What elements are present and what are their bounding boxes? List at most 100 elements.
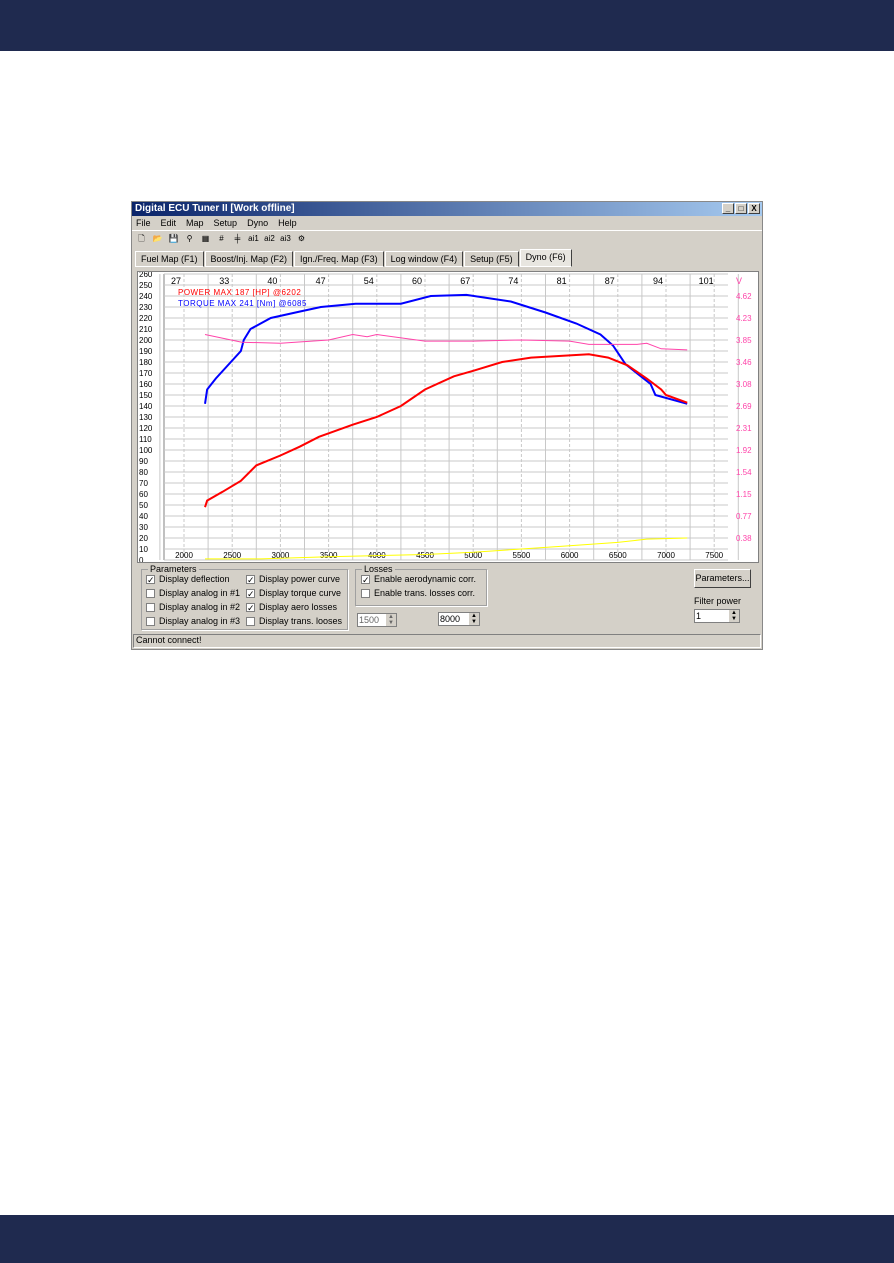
ai1-icon[interactable]: ai1 bbox=[248, 234, 259, 243]
filter-power-spinner[interactable]: 1 ▲ ▼ bbox=[694, 609, 740, 623]
rpm-min-spinner[interactable]: 1500 ▲ ▼ bbox=[357, 613, 397, 627]
y-tick-label: 190 bbox=[139, 347, 153, 356]
checkbox-empty[interactable] bbox=[246, 616, 255, 626]
tab-2[interactable]: Ign./Freq. Map (F3) bbox=[294, 251, 384, 267]
rpm-max-spinner[interactable]: 8000 ▲ ▼ bbox=[438, 612, 480, 626]
tab-3[interactable]: Log window (F4) bbox=[384, 251, 464, 267]
right-tick-label: 1.15 bbox=[736, 490, 752, 499]
x-tick-label: 2000 bbox=[175, 551, 193, 560]
top-axis-label: 27 bbox=[171, 276, 181, 286]
menu-edit[interactable]: Edit bbox=[160, 218, 177, 228]
spin-arrows-icon[interactable]: ▲ ▼ bbox=[469, 613, 479, 625]
menu-dyno[interactable]: Dyno bbox=[247, 218, 269, 228]
right-tick-label: 4.62 bbox=[736, 292, 752, 301]
checkbox-display-torque-curve[interactable]: ✓ Display torque curve bbox=[246, 588, 341, 598]
checkmark-icon[interactable]: ✓ bbox=[361, 574, 370, 585]
spin-arrows-icon[interactable]: ▲ ▼ bbox=[729, 610, 739, 622]
gear-icon[interactable]: ⚙ bbox=[297, 234, 306, 243]
menu-setup[interactable]: Setup bbox=[213, 218, 238, 228]
checkbox-enable-aerodynamic-corr-[interactable]: ✓ Enable aerodynamic corr. bbox=[361, 574, 476, 584]
ai3-icon[interactable]: ai3 bbox=[280, 234, 291, 243]
tab-0[interactable]: Fuel Map (F1) bbox=[135, 251, 204, 267]
checkbox-label: Display trans. looses bbox=[259, 616, 343, 626]
x-tick-label: 6000 bbox=[561, 551, 579, 560]
x-tick-label: 6500 bbox=[609, 551, 627, 560]
y-tick-label: 210 bbox=[139, 325, 153, 334]
parameters-button[interactable]: Parameters... bbox=[694, 569, 751, 588]
checkmark-icon[interactable]: ✓ bbox=[146, 574, 155, 585]
toolbar: 🗋 📂 💾 ⚲ ▦ # ╪ ai1 ai2 ai3 ⚙ bbox=[132, 230, 762, 247]
y-tick-label: 60 bbox=[139, 490, 148, 499]
checkbox-empty[interactable] bbox=[146, 588, 155, 598]
checkbox-display-aero-losses[interactable]: ✓ Display aero losses bbox=[246, 602, 337, 612]
checkbox-display-trans-looses[interactable]: Display trans. looses bbox=[246, 616, 342, 626]
checkmark-icon[interactable]: ✓ bbox=[246, 602, 255, 613]
x-tick-label: 3500 bbox=[320, 551, 338, 560]
ai2-icon[interactable]: ai2 bbox=[264, 234, 275, 243]
tab-4[interactable]: Setup (F5) bbox=[464, 251, 519, 267]
y-tick-label: 180 bbox=[139, 358, 153, 367]
x-tick-label: 5000 bbox=[464, 551, 482, 560]
checkbox-label: Display deflection bbox=[159, 574, 230, 584]
minimize-button[interactable]: _ bbox=[722, 203, 734, 214]
tab-bar: Fuel Map (F1) Boost/Inj. Map (F2) Ign./Fre… bbox=[132, 249, 762, 267]
dyno-chart: 0 10 20 30 40 50 60 70 80 90 100 110 120 130 140 150 160… bbox=[137, 270, 759, 565]
checkbox-empty[interactable] bbox=[146, 602, 155, 612]
maximize-button[interactable]: □ bbox=[735, 203, 747, 214]
y-tick-label: 100 bbox=[139, 446, 153, 455]
save-icon[interactable]: 💾 bbox=[168, 234, 179, 243]
open-folder-icon[interactable]: 📂 bbox=[152, 234, 163, 243]
checkbox-empty[interactable] bbox=[146, 616, 155, 626]
top-axis-label: 101 bbox=[699, 276, 714, 286]
checkmark-icon[interactable]: ✓ bbox=[246, 588, 255, 599]
right-tick-label: 2.69 bbox=[736, 402, 752, 411]
checkbox-display-power-curve[interactable]: ✓ Display power curve bbox=[246, 574, 340, 584]
torque-curve bbox=[204, 293, 688, 405]
grid-red-icon[interactable]: ╪ bbox=[234, 234, 241, 243]
top-axis-label: 47 bbox=[316, 276, 326, 286]
y-tick-label: 120 bbox=[139, 424, 153, 433]
losses-group: Losses ✓ Enable aerodynamic corr. Enable t… bbox=[355, 564, 487, 606]
app-window: Digital ECU Tuner II [Work offline] _ □ X … bbox=[131, 201, 763, 650]
menu-help[interactable]: Help bbox=[278, 218, 297, 228]
losses-legend: Losses bbox=[362, 564, 395, 574]
checkmark-icon[interactable]: ✓ bbox=[246, 574, 255, 585]
checkbox-display-analog-in-1[interactable]: Display analog in #1 bbox=[146, 588, 240, 598]
y-tick-label: 70 bbox=[139, 479, 148, 488]
x-tick-label: 7500 bbox=[705, 551, 723, 560]
checkbox-enable-trans-losses-corr-[interactable]: Enable trans. losses corr. bbox=[361, 588, 475, 598]
checkbox-display-analog-in-2[interactable]: Display analog in #2 bbox=[146, 602, 240, 612]
top-axis-label: 54 bbox=[364, 276, 374, 286]
new-file-icon[interactable]: 🗋 bbox=[138, 234, 145, 243]
right-tick-label: 3.46 bbox=[736, 358, 752, 367]
checkbox-display-analog-in-3[interactable]: Display analog in #3 bbox=[146, 616, 240, 626]
right-tick-label: 3.08 bbox=[736, 380, 752, 389]
y-tick-label: 140 bbox=[139, 402, 153, 411]
menu-file[interactable]: File bbox=[136, 218, 151, 228]
aero_losses-curve bbox=[205, 537, 688, 560]
close-button[interactable]: X bbox=[748, 203, 760, 214]
spin-arrows-icon[interactable]: ▲ ▼ bbox=[386, 614, 396, 626]
power-curve bbox=[204, 353, 688, 508]
tab-1[interactable]: Boost/Inj. Map (F2) bbox=[204, 251, 294, 267]
checkbox-display-deflection[interactable]: ✓ Display deflection bbox=[146, 574, 230, 584]
y-tick-label: 170 bbox=[139, 369, 153, 378]
y-tick-label: 150 bbox=[139, 391, 153, 400]
checkbox-label: Display analog in #1 bbox=[159, 588, 241, 598]
y-tick-label: 160 bbox=[139, 380, 153, 389]
parameters-legend: Parameters bbox=[148, 564, 199, 574]
checkbox-label: Enable trans. losses corr. bbox=[374, 588, 476, 598]
checkbox-empty[interactable] bbox=[361, 588, 370, 598]
title-bar: Digital ECU Tuner II [Work offline] _ □ X bbox=[132, 202, 762, 216]
top-axis-label: 74 bbox=[508, 276, 518, 286]
grid-icon[interactable]: # bbox=[219, 234, 224, 243]
grid-color-icon[interactable]: ▦ bbox=[201, 234, 210, 243]
header-band bbox=[0, 0, 894, 51]
rpm-max-value: 8000 bbox=[440, 614, 461, 624]
connect-icon[interactable]: ⚲ bbox=[186, 234, 193, 243]
tab-5[interactable]: Dyno (F6) bbox=[519, 249, 572, 267]
top-axis-label: 60 bbox=[412, 276, 422, 286]
right-tick-label: 1.54 bbox=[736, 468, 752, 477]
menu-map[interactable]: Map bbox=[186, 218, 204, 228]
right-tick-label: 0.77 bbox=[736, 512, 752, 521]
